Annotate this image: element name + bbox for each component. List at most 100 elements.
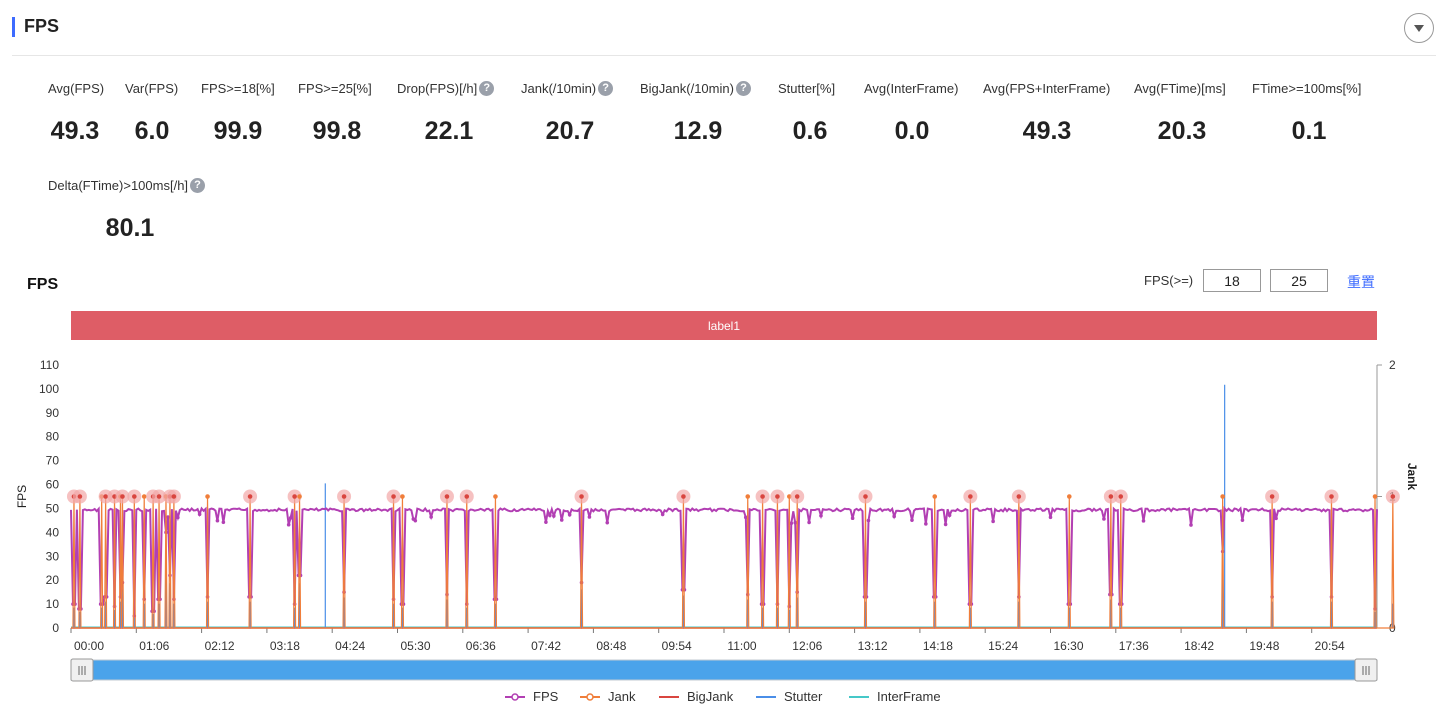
header-divider [12, 55, 1436, 56]
fps-point [660, 512, 665, 517]
fps-point [947, 513, 952, 518]
y-tick-label: 60 [46, 478, 60, 492]
jank-point [681, 494, 686, 499]
metric-label: Avg(InterFrame) [864, 81, 959, 96]
jank-point [141, 494, 147, 499]
metric-label: BigJank(/10min) [640, 81, 734, 96]
x-tick-label: 05:30 [400, 639, 430, 653]
jank-point [297, 494, 302, 499]
zoom-slider-range[interactable] [70, 659, 1378, 681]
fps-point [807, 520, 811, 525]
fps-point [544, 520, 548, 524]
metric-value: 80.1 [105, 214, 155, 242]
fps-point [743, 515, 748, 520]
jank-point [1118, 494, 1124, 499]
fps-point [288, 516, 293, 520]
label-band-text: label1 [707, 319, 741, 333]
help-icon[interactable]: ? [735, 81, 751, 96]
metric-label: FPS>=25[%] [298, 81, 372, 96]
jank-point [579, 494, 584, 499]
metric-label: Var(FPS) [125, 81, 179, 96]
fps-point [910, 518, 914, 522]
metric-label: Stutter[%] [778, 81, 836, 96]
panel-title: FPS [24, 16, 60, 36]
fps-point [286, 522, 291, 527]
metric-label: Avg(FPS+InterFrame) [983, 81, 1111, 96]
y2-tick-label: 2 [1389, 358, 1396, 372]
y-tick-label: 0 [52, 621, 59, 635]
x-tick-label: 11:00 [727, 639, 756, 653]
legend-swatch-marker [586, 693, 594, 701]
fps-point [567, 512, 572, 517]
collapse-button[interactable] [1404, 13, 1434, 43]
fps-threshold-input-2[interactable] [1270, 269, 1328, 292]
fps-point [1274, 516, 1278, 521]
jank-point [171, 494, 177, 499]
metric-label: Drop(FPS)[/h] [397, 81, 478, 96]
legend-item-fps[interactable]: FPS [533, 689, 559, 704]
metric-label: Avg(FTime)[ms] [1134, 81, 1226, 96]
fps-point [991, 519, 995, 524]
fps-threshold-input-1[interactable] [1203, 269, 1261, 292]
fps-point [1048, 515, 1053, 520]
x-tick-label: 02:12 [205, 639, 235, 653]
help-icon[interactable]: ? [190, 178, 206, 193]
y-tick-label: 70 [46, 454, 60, 468]
header-accent-bar [12, 17, 15, 37]
jank-point [968, 494, 973, 499]
x-tick-label: 13:12 [858, 639, 888, 653]
legend-swatch-marker [511, 693, 519, 701]
help-icon[interactable]: ? [598, 81, 614, 96]
fps-point [1141, 519, 1146, 523]
fps-point [866, 518, 871, 523]
metric-value: 12.9 [673, 117, 723, 145]
fps-point [587, 515, 592, 519]
jank-point [493, 494, 498, 499]
jank-point [1269, 494, 1275, 499]
fps-point [850, 516, 855, 521]
legend-item-bigjank[interactable]: BigJank [687, 689, 734, 704]
fps-point [559, 518, 564, 522]
y-tick-label: 110 [40, 358, 59, 372]
x-tick-label: 20:54 [1315, 639, 1345, 653]
x-tick-label: 01:06 [139, 639, 169, 653]
x-tick-label: 17:36 [1119, 639, 1149, 653]
jank-point [1372, 494, 1378, 499]
fps-chart[interactable]: 0102030405060708090100110012FPSJank00:00… [0, 350, 1440, 711]
y-tick-label: 80 [46, 430, 60, 444]
metric-value: 20.3 [1157, 117, 1207, 145]
jank-point [292, 494, 297, 499]
metric-value: 99.9 [213, 117, 263, 145]
jank-point [1108, 494, 1114, 499]
help-icon[interactable]: ? [479, 81, 495, 96]
label-band[interactable]: label1 [71, 311, 1377, 340]
metric-value: 22.1 [424, 117, 474, 145]
metric-label: FTime>=100ms[%] [1252, 81, 1362, 96]
fps-series [70, 505, 1378, 617]
fps-point [197, 512, 202, 517]
metric-label: Delta(FTime)>100ms[/h] [48, 178, 189, 193]
x-tick-label: 08:48 [596, 639, 626, 653]
jank-point [156, 494, 162, 499]
jank-point [1066, 494, 1072, 499]
stutter-series [73, 384, 1394, 628]
legend-item-jank[interactable]: Jank [608, 689, 636, 704]
jank-point [1390, 494, 1396, 499]
fps-point [819, 513, 823, 518]
panel-header: FPS [0, 0, 1440, 56]
x-tick-label: 14:18 [923, 639, 953, 653]
fps-point [166, 515, 170, 519]
fps-threshold-label: FPS(>=) [1144, 273, 1194, 288]
fps-point [943, 522, 948, 527]
fps-point [215, 518, 220, 523]
x-tick-label: 18:42 [1184, 639, 1214, 653]
reset-button[interactable]: 重置 [1347, 274, 1375, 290]
legend-item-stutter[interactable]: Stutter [784, 689, 823, 704]
x-tick-label: 19:48 [1249, 639, 1279, 653]
x-tick-label: 00:00 [74, 639, 104, 653]
fps-point [221, 520, 226, 525]
legend-item-interframe[interactable]: InterFrame [877, 689, 941, 704]
y-tick-label: 10 [46, 597, 60, 611]
metric-label: Jank(/10min) [521, 81, 597, 96]
jank-point [775, 494, 780, 499]
